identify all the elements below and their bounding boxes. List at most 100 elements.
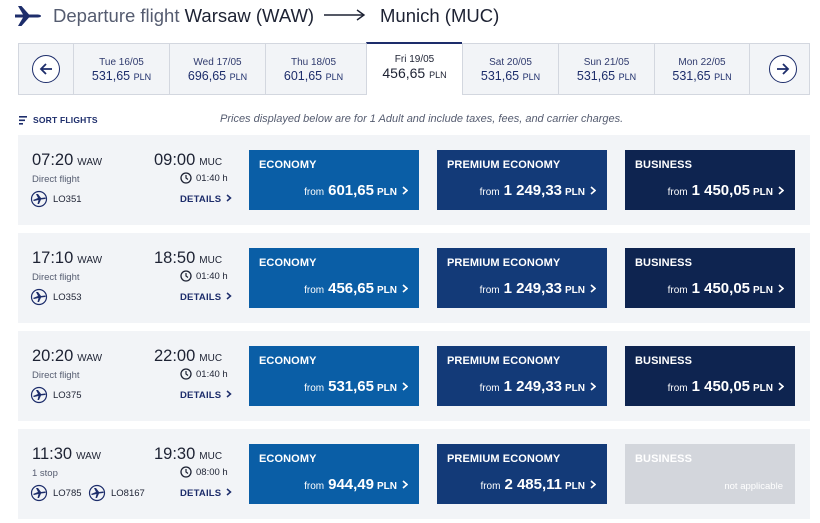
fare-prem-button[interactable]: PREMIUM ECONOMY from 1 249,33 PLN (437, 150, 607, 210)
fare-bus-button[interactable]: BUSINESS from 1 450,05 PLN (625, 248, 795, 308)
date-tab[interactable]: Mon 22/05 531,65 PLN (654, 44, 750, 94)
flight-duration: 01:40 h (180, 172, 228, 184)
date-tab-day: Mon 22/05 (678, 57, 726, 68)
details-link[interactable]: DETAILS (180, 390, 232, 401)
chevron-right-icon (402, 382, 408, 391)
flight-row: 20:20 WAW 22:00 MUC Direct flight 01:40 h LO37… (18, 331, 810, 421)
chevron-right-icon (778, 186, 784, 195)
lot-logo-icon (30, 386, 48, 404)
price-notice: Prices displayed below are for 1 Adult a… (220, 113, 624, 125)
fare-eco-button[interactable]: ECONOMY from 601,65 PLN (249, 150, 419, 210)
flight-duration: 01:40 h (180, 368, 228, 380)
fare-price: from 1 249,33 PLN (480, 378, 596, 395)
date-tab-price: 531,65 PLN (672, 69, 732, 83)
fare-price: from 1 450,05 PLN (668, 280, 784, 297)
date-tab-day: Thu 18/05 (290, 57, 337, 68)
details-link[interactable]: DETAILS (180, 488, 232, 499)
date-tab-selected[interactable]: Fri 19/05 456,65 PLN (366, 42, 462, 95)
arrival-code: MUC (199, 157, 223, 168)
fare-class-name: PREMIUM ECONOMY (447, 453, 561, 465)
fare-price: from 1 450,05 PLN (668, 182, 784, 199)
flight-row: 17:10 WAW 18:50 MUC Direct flight 01:40 h LO35… (18, 233, 810, 323)
date-tab[interactable]: Thu 18/05 601,65 PLN (265, 44, 361, 94)
fare-price: from 2 485,11 PLN (480, 476, 596, 493)
fare-prem-button[interactable]: PREMIUM ECONOMY from 2 485,11 PLN (437, 444, 607, 504)
flight-number: LO375 (30, 386, 82, 404)
flight-row: 07:20 WAW 09:00 MUC Direct flight 01:40 h LO35… (18, 135, 810, 225)
not-applicable-label: not applicable (724, 481, 783, 492)
chevron-right-icon (226, 292, 232, 300)
origin-city: Warsaw (WAW) (184, 5, 315, 26)
fare-price: from 1 249,33 PLN (480, 280, 596, 297)
chevron-right-icon (226, 390, 232, 398)
long-arrow-right-icon (324, 9, 366, 21)
clock-icon (180, 368, 192, 380)
sort-flights-button[interactable]: SORT FLIGHTS (19, 114, 98, 126)
fare-bus-unavailable: BUSINESS not applicable (625, 444, 795, 504)
fare-class-name: BUSINESS (635, 453, 693, 465)
date-tab-day: Sun 21/05 (583, 57, 630, 68)
departure-code: WAW (76, 451, 101, 462)
arrival-time: 09:00 MUC (154, 151, 223, 169)
stops-info: Direct flight (32, 272, 80, 283)
fare-class-name: ECONOMY (259, 159, 317, 171)
chevron-right-icon (402, 480, 408, 489)
departure-time: 17:10 WAW (32, 249, 103, 267)
fare-class-name: PREMIUM ECONOMY (447, 257, 561, 269)
fare-prem-button[interactable]: PREMIUM ECONOMY from 1 249,33 PLN (437, 248, 607, 308)
lot-logo-icon (30, 484, 48, 502)
fare-bus-button[interactable]: BUSINESS from 1 450,05 PLN (625, 346, 795, 406)
fare-price: from 601,65 PLN (304, 182, 408, 199)
stops-info: 1 stop (32, 468, 58, 479)
chevron-right-icon (402, 284, 408, 293)
departure-code: WAW (77, 157, 103, 168)
sort-flights-label: SORT FLIGHTS (33, 115, 98, 125)
lot-logo-icon (30, 190, 48, 208)
arrow-right-icon (777, 63, 790, 75)
date-tab[interactable]: Tue 16/05 531,65 PLN (73, 44, 169, 94)
flight-duration: 08:00 h (180, 466, 228, 478)
fare-prem-button[interactable]: PREMIUM ECONOMY from 1 249,33 PLN (437, 346, 607, 406)
fare-price: from 531,65 PLN (304, 378, 408, 395)
details-link[interactable]: DETAILS (180, 194, 232, 205)
clock-icon (180, 466, 192, 478)
arrival-code: MUC (199, 255, 223, 266)
details-link[interactable]: DETAILS (180, 292, 232, 303)
date-selector: Tue 16/05 531,65 PLN Wed 17/05 696,65 PL… (18, 42, 810, 95)
fare-bus-button[interactable]: BUSINESS from 1 450,05 PLN (625, 150, 795, 210)
chevron-right-icon (590, 284, 596, 293)
flight-number: LO785 (30, 484, 82, 502)
chevron-right-icon (590, 382, 596, 391)
next-dates-button[interactable] (769, 55, 797, 83)
header-label: Departure flight (53, 5, 180, 26)
fare-eco-button[interactable]: ECONOMY from 456,65 PLN (249, 248, 419, 308)
plane-icon (15, 6, 41, 26)
fare-price: from 944,49 PLN (304, 476, 408, 493)
date-tab-day: Wed 17/05 (193, 57, 242, 68)
arrival-time: 18:50 MUC (154, 249, 223, 267)
date-tab-day: Fri 19/05 (394, 54, 435, 65)
departure-code: WAW (77, 255, 103, 266)
date-tab-day: Tue 16/05 (99, 57, 144, 68)
departure-time: 07:20 WAW (32, 151, 103, 169)
clock-icon (180, 172, 192, 184)
chevron-right-icon (590, 480, 596, 489)
fare-class-name: ECONOMY (259, 257, 317, 269)
previous-dates-button[interactable] (32, 55, 60, 83)
chevron-right-icon (226, 488, 232, 496)
lot-logo-icon (30, 288, 48, 306)
flight-duration: 01:40 h (180, 270, 228, 282)
fare-eco-button[interactable]: ECONOMY from 531,65 PLN (249, 346, 419, 406)
date-tab-price: 696,65 PLN (187, 69, 248, 83)
flight-number: LO351 (30, 190, 82, 208)
date-tab[interactable]: Wed 17/05 696,65 PLN (169, 44, 265, 94)
chevron-right-icon (402, 186, 408, 195)
flight-number: LO8167 (88, 484, 145, 502)
fare-eco-button[interactable]: ECONOMY from 944,49 PLN (249, 444, 419, 504)
page-header: Departure flight Warsaw (WAW) Munich (MU… (0, 0, 820, 34)
date-tab[interactable]: Sun 21/05 531,65 PLN (558, 44, 654, 94)
date-tab[interactable]: Sat 20/05 531,65 PLN (462, 44, 558, 94)
departure-code: WAW (77, 353, 103, 364)
chevron-right-icon (778, 284, 784, 293)
fare-price: from 1 249,33 PLN (480, 182, 596, 199)
